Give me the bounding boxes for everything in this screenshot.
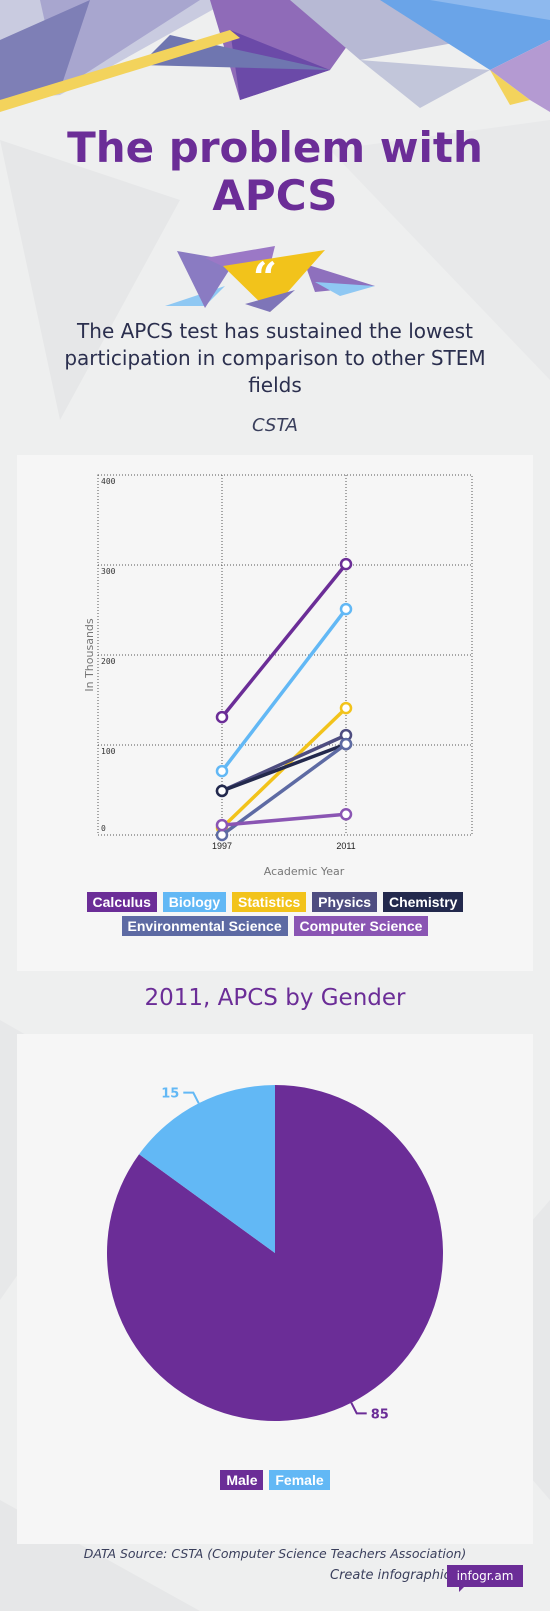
y-tick-label: 400 — [101, 477, 116, 486]
line-chart-legend: Calculus Biology Statistics Physics Chem… — [17, 892, 533, 940]
pie-chart: 85 15 — [107, 1085, 444, 1422]
data-point-biology-1997 — [215, 764, 229, 778]
pie-leader-female — [183, 1091, 200, 1104]
data-source-note: DATA Source: CSTA (Computer Science Teac… — [83, 1546, 467, 1561]
quote-icon: “ — [165, 246, 375, 312]
pie-chart-card: 85 15 Male Female — [17, 1034, 533, 1544]
quote-text: The APCS test has sustained the lowest p… — [64, 319, 486, 397]
legend-row-1: Calculus Biology Statistics Physics Chem… — [17, 892, 533, 912]
legend-item-physics: Physics — [312, 892, 378, 912]
legend-item-biology: Biology — [162, 892, 227, 912]
pie-section-title: 2011, APCS by Gender — [144, 985, 406, 1011]
data-point-biology-2011 — [339, 602, 353, 616]
series-line-computer-science — [221, 812, 347, 827]
data-point-computer-science-1997 — [215, 818, 229, 832]
legend-item-calculus: Calculus — [86, 892, 157, 912]
y-axis-label: In Thousands — [83, 618, 96, 692]
pie-chart-legend: Male Female — [17, 1470, 533, 1490]
y-tick-label: 300 — [101, 567, 116, 576]
pie-slice-female — [139, 1085, 275, 1253]
series-line-calculus — [220, 562, 348, 719]
quote-author: CSTA — [252, 415, 298, 436]
y-tick-label: 100 — [101, 747, 116, 756]
legend-item-male: Male — [220, 1470, 264, 1490]
y-tick-label: 200 — [101, 657, 116, 666]
data-point-chemistry-1997 — [215, 784, 229, 798]
page-title: The problem with APCS — [0, 124, 550, 220]
x-tick-label: 1997 — [212, 841, 232, 851]
legend-item-chemistry: Chemistry — [382, 892, 464, 912]
legend-item-environmental-science: Environmental Science — [121, 916, 288, 936]
data-point-environmental-science-2011 — [339, 737, 353, 751]
pie-data-label-male: 85 — [371, 1407, 389, 1422]
legend-item-computer-science: Computer Science — [293, 916, 429, 936]
title-line-1: The problem with — [67, 123, 483, 172]
pie-leader-male — [350, 1402, 367, 1415]
brand-badge-tail — [459, 1586, 465, 1592]
data-point-environmental-science-1997 — [215, 828, 229, 842]
series-line-biology — [220, 608, 348, 773]
data-point-calculus-1997 — [215, 710, 229, 724]
series-line-environmental-science — [220, 742, 348, 837]
legend-item-female: Female — [269, 1470, 330, 1490]
data-point-computer-science-2011 — [339, 808, 353, 821]
header-banner — [0, 0, 550, 112]
pie-data-label-female: 15 — [161, 1087, 179, 1102]
x-tick-label: 2011 — [336, 841, 355, 851]
data-point-calculus-2011 — [339, 557, 353, 571]
y-tick-label: 0 — [101, 824, 106, 833]
svg-text:“: “ — [253, 253, 277, 302]
series-line-chemistry — [221, 742, 347, 793]
legend-item-statistics: Statistics — [232, 892, 307, 912]
brand-badge[interactable]: infogr.am — [447, 1565, 523, 1587]
title-line-2: APCS — [212, 171, 338, 220]
line-chart-card: 0 100 200 300 400 1997 2011 In Thousands Academi… — [17, 455, 533, 971]
create-infographics-link[interactable]: Create infographics — [330, 1568, 458, 1583]
legend-row-2: Environmental Science Computer Science — [17, 916, 533, 936]
x-axis-label: Academic Year — [264, 865, 345, 875]
line-chart: 0 100 200 300 400 1997 2011 In Thousands Academi… — [83, 474, 473, 875]
data-point-statistics-2011 — [339, 701, 353, 715]
